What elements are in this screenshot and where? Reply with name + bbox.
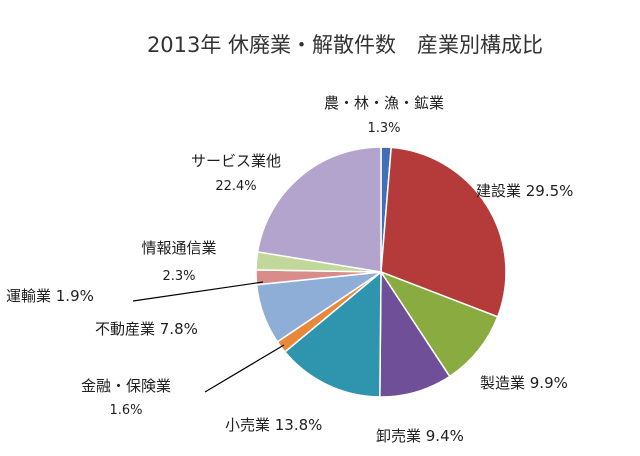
pie-slice: [283, 270, 382, 398]
slice-label: 農・林・漁・鉱業: [324, 94, 444, 112]
pie-slice: [379, 270, 499, 378]
slice-label: サービス業他: [191, 152, 281, 170]
slice-label: 情報通信業: [141, 239, 216, 257]
slice-value-label: 1.6%: [109, 403, 142, 418]
slice-label: 不動産業 7.8%: [95, 320, 198, 338]
slice-label: 運輸業 1.9%: [6, 287, 94, 305]
leader-lines-group: [132, 281, 285, 393]
slice-label: 金融・保険業: [81, 377, 171, 395]
slice-value-label: 1.3%: [367, 121, 400, 136]
labels-group: 農・林・漁・鉱業 1.3% 建設業 29.5% 製造業 9.9% 卸売業 9.4% 小売業…: [6, 94, 573, 445]
slice-value-label: 22.4%: [215, 179, 256, 194]
leader-line: [132, 281, 264, 302]
pie-slice: [380, 146, 507, 318]
slice-label: 小売業 13.8%: [225, 416, 322, 434]
slice-label: 製造業 9.9%: [480, 374, 568, 392]
pie-slice: [256, 146, 382, 273]
chart-title: 2013年 休廃業・解散件数 産業別構成比: [147, 33, 543, 57]
leader-line: [204, 344, 285, 393]
slice-value-label: 2.3%: [162, 269, 195, 284]
slice-label: 卸売業 9.4%: [376, 427, 464, 445]
slices-group: [255, 146, 507, 398]
slice-label: 建設業 29.5%: [476, 182, 573, 200]
